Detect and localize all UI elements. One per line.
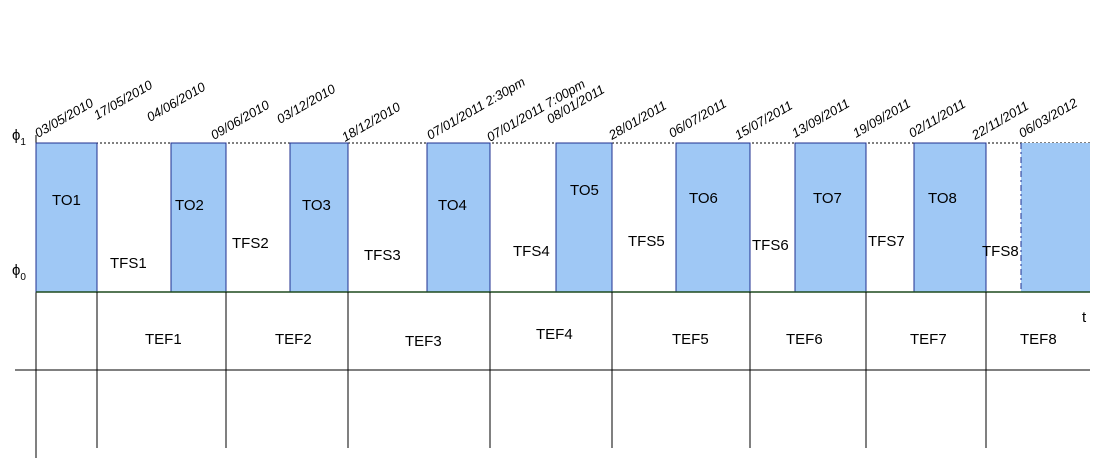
off-label: TFS3 (364, 247, 401, 264)
on-box (35, 142, 98, 293)
on-label: TO5 (570, 182, 599, 199)
interval-label: TEF3 (405, 333, 442, 350)
on-box (794, 142, 867, 293)
off-label: TFS7 (868, 233, 905, 250)
off-label: TFS8 (982, 243, 1019, 260)
phi-symbol: ϕ (12, 262, 20, 279)
off-label: TFS6 (752, 237, 789, 254)
off-label: TFS1 (110, 255, 147, 272)
date-label: 06/07/2011 (666, 96, 729, 141)
interval-label: TEF7 (910, 331, 947, 348)
on-label: TO2 (175, 197, 204, 214)
date-label: 03/05/2010 (32, 95, 97, 141)
date-label: 02/11/2011 (906, 96, 968, 141)
date-label: 09/06/2010 (208, 97, 273, 143)
on-label: TO6 (689, 190, 718, 207)
date-label: 04/06/2010 (144, 79, 209, 125)
on-label: TO4 (438, 197, 467, 214)
off-label: TFS5 (628, 233, 665, 250)
interval-label: TEF2 (275, 331, 312, 348)
on-label: TO3 (302, 197, 331, 214)
date-label: 13/09/2011 (789, 96, 852, 141)
phi-symbol: ϕ (12, 127, 20, 144)
on-box (289, 142, 349, 293)
date-label: 19/09/2011 (850, 96, 913, 141)
phi-subscript: 1 (20, 137, 26, 148)
phi-subscript: 0 (20, 272, 26, 283)
date-label: 18/12/2010 (339, 99, 404, 145)
on-box (555, 142, 613, 293)
on-label: TO7 (813, 190, 842, 207)
interval-label: TEF6 (786, 331, 823, 348)
interval-label: TEF5 (672, 331, 709, 348)
interval-label: TEF1 (145, 331, 182, 348)
off-label: TFS2 (232, 235, 269, 252)
date-label: 15/07/2011 (732, 98, 795, 143)
on-box (426, 142, 491, 293)
axis-label-top: ϕ1 (12, 127, 26, 148)
on-box (170, 142, 227, 293)
date-label: 28/01/2011 (605, 98, 669, 144)
date-label: 03/12/2010 (274, 81, 339, 127)
off-label: TFS4 (513, 243, 550, 260)
interval-label: TEF4 (536, 326, 573, 343)
on-box (675, 142, 751, 293)
on-label: TO8 (928, 190, 957, 207)
future-box (1021, 143, 1090, 292)
interval-label: TEF8 (1020, 331, 1057, 348)
time-label: t (1082, 309, 1087, 326)
on-label: TO1 (52, 192, 81, 209)
axis-label-bottom: ϕ0 (12, 262, 26, 283)
on-box (913, 142, 987, 293)
